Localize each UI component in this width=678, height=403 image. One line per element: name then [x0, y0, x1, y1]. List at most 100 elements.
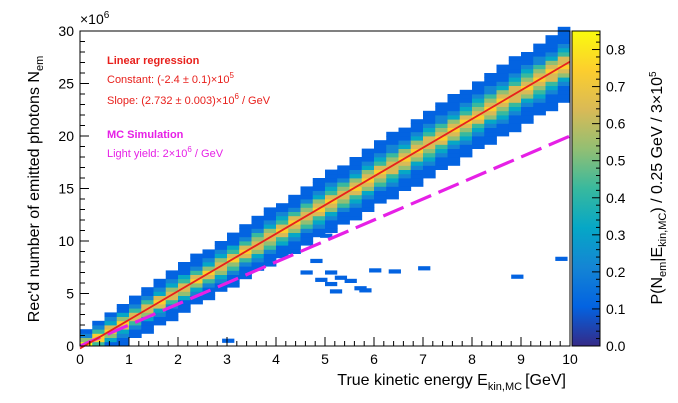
- heatmap-bin: [214, 278, 228, 284]
- y-tick-label: 0: [66, 338, 74, 354]
- heatmap-bin: [496, 127, 510, 133]
- heatmap-bin: [557, 73, 571, 78]
- heatmap-bin: [349, 165, 363, 170]
- colorbar-tick-label: 0.5: [606, 153, 626, 169]
- x-tick-label: 0: [76, 351, 84, 367]
- heatmap-bin: [80, 329, 93, 334]
- heatmap-bin: [398, 178, 412, 183]
- heatmap-bin: [447, 152, 461, 158]
- heatmap-bin: [337, 207, 350, 212]
- heatmap-bin: [165, 274, 179, 280]
- heatmap-bin: [521, 56, 534, 61]
- outlier-bin: [320, 233, 333, 238]
- heatmap-bin: [349, 199, 363, 204]
- heatmap-bin: [325, 220, 338, 225]
- x-tick-label: 3: [223, 351, 231, 367]
- heatmap-bin: [263, 262, 277, 267]
- heatmap-bin: [386, 165, 399, 170]
- heatmap-bin: [410, 144, 424, 149]
- heatmap-bin: [435, 123, 448, 128]
- outlier-bin: [222, 338, 235, 343]
- heatmap-bin: [239, 241, 252, 246]
- heatmap-bin: [300, 190, 314, 196]
- heatmap-bin: [92, 333, 105, 338]
- heatmap-bin: [447, 144, 461, 149]
- heatmap-bin: [361, 173, 375, 179]
- y-tick-label: 30: [58, 23, 74, 39]
- heatmap-bin: [459, 148, 473, 154]
- heatmap-bin: [349, 161, 363, 166]
- heatmap-bin: [533, 68, 546, 74]
- heatmap-bin: [116, 304, 130, 309]
- heatmap-bin: [202, 283, 216, 288]
- heatmap-bin: [190, 270, 203, 275]
- heatmap-bin: [251, 245, 265, 250]
- heatmap-bin: [178, 262, 191, 267]
- heatmap-bin: [374, 161, 387, 166]
- heatmap-bin: [153, 316, 167, 322]
- heatmap-bin: [141, 291, 154, 296]
- heatmap-bin: [423, 136, 436, 141]
- colorbar-tick-label: 0.8: [606, 42, 626, 58]
- heatmap-bin: [423, 152, 436, 158]
- colorbar-tick-label: 0.6: [606, 116, 626, 132]
- heatmap-bin: [116, 341, 130, 347]
- heatmap-bin: [178, 266, 191, 271]
- heatmap-bin: [361, 186, 375, 191]
- heatmap-bin: [165, 308, 179, 313]
- heatmap-bin: [361, 199, 375, 204]
- heatmap-bin: [288, 211, 301, 217]
- heatmap-bin: [496, 89, 510, 95]
- heatmap-bin: [459, 152, 473, 158]
- heatmap-bin: [361, 207, 375, 212]
- heatmap-bin: [496, 77, 510, 82]
- heatmap-bin: [190, 253, 203, 259]
- heatmap-bin: [361, 194, 375, 200]
- heatmap-bin: [92, 329, 105, 334]
- heatmap-bin: [349, 182, 363, 187]
- y-tick-label: 15: [58, 181, 74, 197]
- heatmap-bin: [325, 203, 338, 208]
- heatmap-bin: [312, 211, 326, 217]
- heatmap-bin: [386, 178, 399, 183]
- heatmap-bin: [251, 249, 265, 254]
- heatmap-bin: [496, 115, 510, 120]
- heatmap-bin: [374, 186, 387, 191]
- heatmap-bin: [325, 173, 338, 179]
- heatmap-bin: [263, 232, 277, 238]
- heatmap-bin: [459, 131, 473, 137]
- heatmap-bin: [165, 278, 179, 284]
- heatmap-bin: [239, 228, 252, 233]
- heatmap-bin: [116, 312, 130, 317]
- heatmap-bin: [545, 68, 559, 74]
- heatmap-bin: [239, 257, 252, 263]
- heatmap-bin: [325, 190, 338, 196]
- heatmap-bin: [337, 215, 350, 221]
- heatmap-bin: [227, 274, 240, 280]
- y-tick-label: 20: [58, 128, 74, 144]
- legend-regression-constant: Constant: (-2.4 ± 0.1)×105: [107, 71, 235, 86]
- heatmap-bin: [190, 295, 203, 301]
- heatmap-bin: [459, 98, 473, 103]
- heatmap-bin: [361, 161, 375, 166]
- heatmap-bin: [508, 98, 522, 103]
- heatmap-bin: [423, 115, 436, 120]
- heatmap-bin: [312, 178, 326, 183]
- heatmap-bin: [92, 341, 105, 347]
- heatmap-bin: [557, 77, 571, 82]
- heatmap-bin: [288, 232, 301, 238]
- heatmap-bin: [263, 257, 277, 263]
- heatmap-bin: [472, 115, 485, 120]
- heatmap-bin: [276, 220, 289, 225]
- heatmap-bin: [521, 110, 534, 116]
- heatmap-bin: [178, 304, 191, 309]
- colorbar-ticks: 0.0 0.1 0.2 0.3 0.4 0.5 0.6 0.7 0.8: [592, 34, 626, 354]
- heatmap-bin: [459, 110, 473, 116]
- heatmap-bin: [410, 140, 424, 145]
- x-tick-label: 7: [419, 351, 427, 367]
- legend-mc-yield: Light yield: 2×106 / GeV: [107, 145, 224, 160]
- heatmap-bin: [300, 186, 314, 191]
- heatmap-bin: [472, 102, 485, 107]
- heatmap-bin: [312, 186, 326, 191]
- heatmap-bin: [312, 203, 326, 208]
